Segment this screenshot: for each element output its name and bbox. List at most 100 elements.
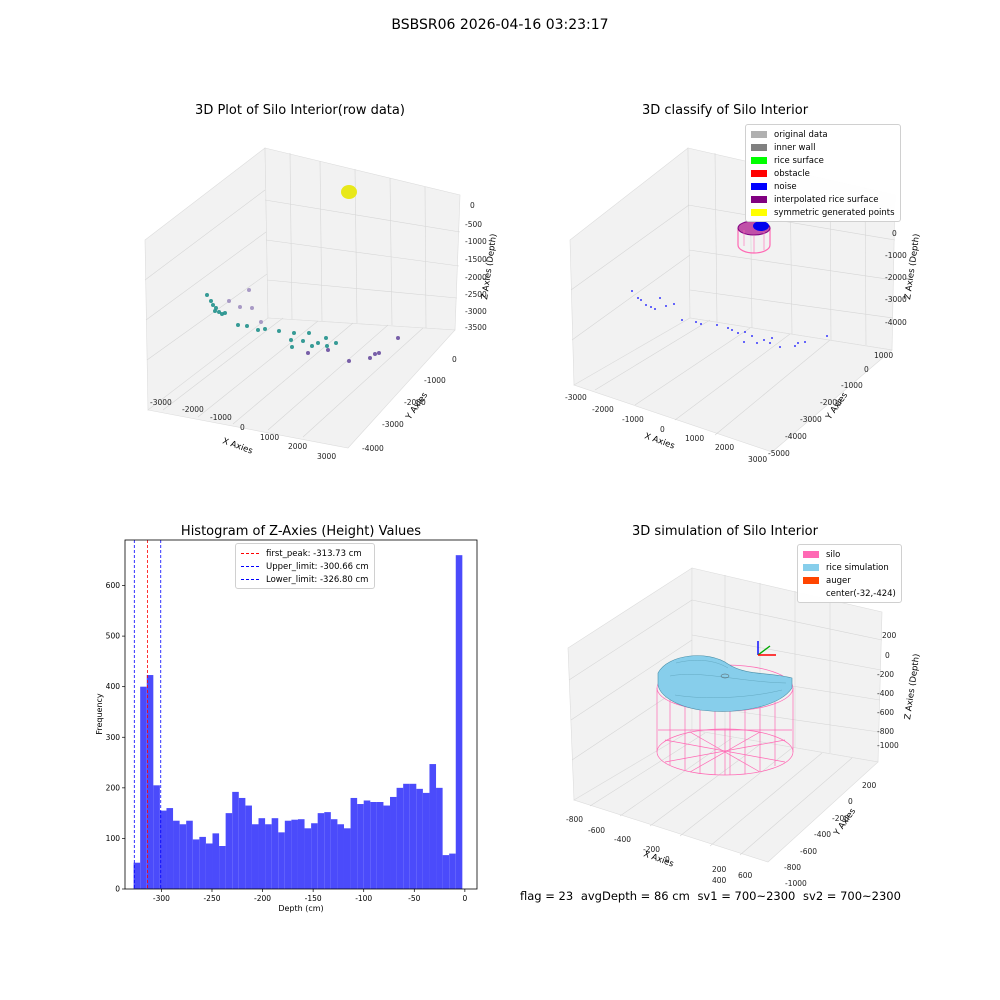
histogram-frame xyxy=(124,539,478,890)
rice-surface xyxy=(657,655,793,712)
histogram-bar xyxy=(153,785,160,889)
panel2-ztick: 0 xyxy=(892,229,897,238)
legend-item: interpolated rice surface xyxy=(751,193,895,206)
panel1-xlabel: X Axies xyxy=(221,436,254,456)
raw-data-point xyxy=(238,305,242,309)
status-line: flag = 23 avgDepth = 86 cm sv1 = 700~230… xyxy=(520,889,905,903)
histogram-ytick-label: 500 xyxy=(106,632,121,641)
histogram-bar xyxy=(350,797,358,889)
legend-item: center(-32,-424) xyxy=(803,587,896,600)
legend-swatch xyxy=(803,590,819,597)
raw-data-point xyxy=(277,329,281,333)
raw-data-point xyxy=(289,338,293,342)
raw-data-point xyxy=(236,323,240,327)
noise-point xyxy=(737,332,739,334)
noise-point xyxy=(645,304,647,306)
panel2-ztick: -3000 xyxy=(885,295,907,304)
raw-data-point xyxy=(223,311,227,315)
noise-point xyxy=(659,297,661,299)
raw-data-point xyxy=(307,331,311,335)
panel2-ytick: -5000 xyxy=(768,449,790,458)
histogram-xtick-label: 0 xyxy=(462,894,467,903)
histogram-xlabel: Depth (cm) xyxy=(278,904,323,913)
histogram-xtick-label: -50 xyxy=(408,894,420,903)
panel1-ytick: 0 xyxy=(452,355,457,364)
panel4-ytick: 200 xyxy=(862,781,877,790)
raw-data-point xyxy=(324,336,328,340)
legend-item: symmetric generated points xyxy=(751,206,895,219)
panel2-floor-pane xyxy=(573,317,893,453)
panel3-title: Histogram of Z-Axies (Height) Values xyxy=(180,524,422,539)
histogram-bar xyxy=(370,802,377,889)
panel2-ytick: 0 xyxy=(864,365,869,374)
panel4-title: 3D simulation of Silo Interior xyxy=(632,524,818,539)
raw-data-point xyxy=(263,327,267,331)
panel2-y-ticks: 1000 0 -1000 -2000 -3000 -4000 -5000 xyxy=(768,351,893,458)
panel2-xlabel: X Axies xyxy=(643,431,676,451)
histogram-bar xyxy=(284,820,292,889)
panel1-ztick: -2500 xyxy=(465,290,487,299)
panel2-noise-points xyxy=(631,290,828,348)
histogram-bar xyxy=(199,836,206,889)
panel1-point-cloud xyxy=(205,288,400,363)
legend-item: silo xyxy=(803,548,896,561)
noise-point xyxy=(631,290,633,292)
panel4-xtick: -600 xyxy=(588,826,605,835)
noise-point xyxy=(769,342,771,344)
noise-point xyxy=(673,303,675,305)
panel1-xtick: 1000 xyxy=(260,433,279,442)
raw-data-point xyxy=(292,331,296,335)
histogram-bar xyxy=(205,843,213,889)
panel2-ztick: -2000 xyxy=(885,273,907,282)
histogram-ytick-label: 300 xyxy=(106,733,121,742)
legend-item: inner wall xyxy=(751,141,895,154)
noise-point xyxy=(794,345,796,347)
histogram-bar xyxy=(317,813,325,889)
panel2-classified-cylinder xyxy=(737,220,771,254)
panel2-ytick: -2000 xyxy=(820,398,842,407)
noise-point xyxy=(716,324,718,326)
histogram-bar xyxy=(442,855,450,889)
panel1-ytick: -1000 xyxy=(424,376,446,385)
raw-data-point xyxy=(316,341,320,345)
histogram-ytick-label: 400 xyxy=(106,682,121,691)
legend-swatch xyxy=(751,209,767,216)
histogram-ytick-label: 100 xyxy=(106,834,121,843)
histogram-bar xyxy=(265,824,272,889)
histogram-bar xyxy=(225,813,233,889)
legend-swatch xyxy=(751,170,767,177)
panel1-ztick: -3500 xyxy=(465,323,487,332)
panel2-ytick: 1000 xyxy=(874,351,893,360)
raw-data-point xyxy=(245,324,249,328)
histogram-bar xyxy=(390,796,397,889)
panel4-zlabel: Z Axies (Depth) xyxy=(903,653,922,720)
raw-data-point xyxy=(347,359,351,363)
raw-data-point xyxy=(301,339,305,343)
raw-data-point xyxy=(373,352,377,356)
noise-point xyxy=(665,305,667,307)
panel1-xtick: -1000 xyxy=(210,413,232,422)
legend-line xyxy=(241,566,259,567)
histogram-bar xyxy=(238,797,246,889)
legend-swatch xyxy=(751,144,767,151)
panel1-xtick: 0 xyxy=(240,423,245,432)
panel4-xtick: 400 xyxy=(712,876,727,885)
panel2-3d-axes: -3000 -2000 -1000 0 1000 2000 3000 X Axi… xyxy=(565,147,922,464)
panel1-xtick: -3000 xyxy=(150,398,172,407)
panel4-ztick: 0 xyxy=(885,651,890,660)
histogram-bar xyxy=(173,820,180,889)
raw-data-point xyxy=(250,306,254,310)
noise-point xyxy=(779,346,781,348)
raw-data-point xyxy=(325,344,329,348)
panel2-title: 3D classify of Silo Interior xyxy=(641,103,809,118)
noise-point xyxy=(744,331,746,333)
raw-data-point xyxy=(396,336,400,340)
histogram-bar xyxy=(140,686,147,889)
raw-data-point xyxy=(209,299,213,303)
histogram-xtick-label: -300 xyxy=(153,894,170,903)
legend-swatch xyxy=(751,157,767,164)
noise-point xyxy=(797,342,799,344)
histogram-ytick-label: 600 xyxy=(106,581,121,590)
panel1-floor-pane xyxy=(147,317,456,449)
panel2-z-ticks: 0 -1000 -2000 -3000 -4000 xyxy=(885,229,907,327)
